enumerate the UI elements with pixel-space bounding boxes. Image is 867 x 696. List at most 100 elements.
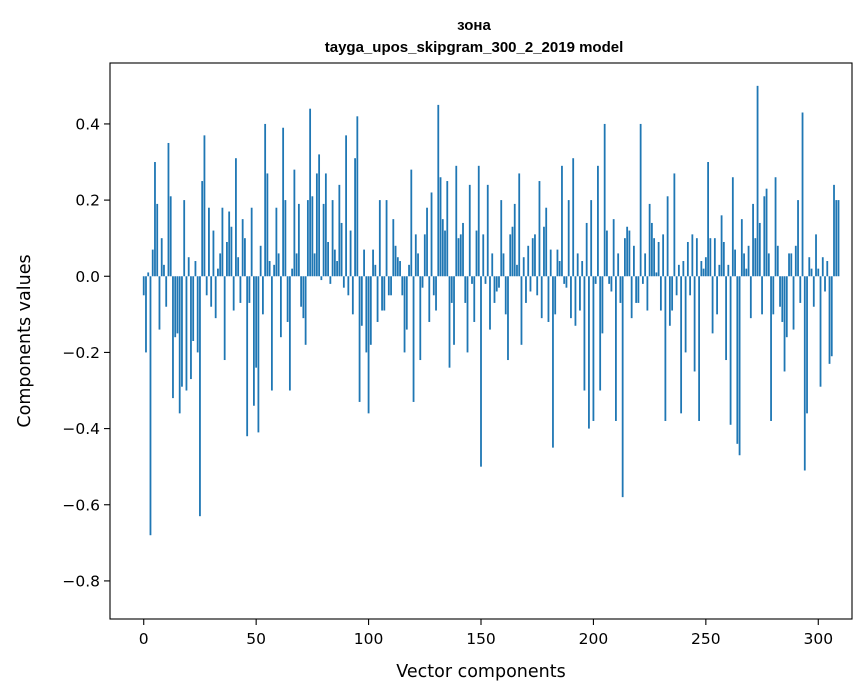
bar (493, 276, 496, 303)
chart-title: зона (457, 17, 491, 34)
bar (680, 276, 683, 414)
bar (151, 249, 154, 277)
bar (145, 276, 147, 353)
bar (624, 238, 626, 277)
bar (691, 234, 694, 277)
bar (235, 158, 237, 277)
bar (633, 245, 635, 277)
bar (167, 142, 170, 277)
bar (396, 257, 399, 277)
bar (529, 276, 532, 292)
bar (313, 253, 316, 277)
bar (156, 203, 159, 277)
bar (199, 276, 201, 517)
y-tick-label: −0.6 (62, 496, 100, 514)
bar (208, 207, 210, 277)
bar (300, 276, 303, 307)
bar (282, 127, 285, 277)
bar (761, 276, 763, 315)
x-tick-label: 0 (139, 630, 149, 648)
bar (729, 276, 732, 425)
bar (534, 234, 536, 277)
bar (421, 276, 424, 288)
bar (491, 253, 494, 277)
bar (693, 276, 696, 372)
bar (329, 276, 332, 284)
x-tick-label: 250 (691, 630, 721, 648)
bar (322, 203, 325, 277)
bar (473, 276, 476, 322)
bar (837, 200, 840, 277)
bar (455, 165, 458, 277)
bar (758, 222, 761, 277)
y-tick-label: 0.2 (75, 192, 100, 210)
bar (302, 276, 305, 319)
bar (311, 196, 314, 277)
bar (558, 261, 561, 277)
bar (824, 276, 826, 292)
bar (561, 165, 563, 277)
bar (363, 249, 365, 277)
bar (212, 230, 215, 277)
bar (588, 276, 590, 429)
y-tick-label: 0.4 (75, 115, 100, 133)
bar (576, 253, 579, 277)
bar (477, 165, 480, 277)
bar (682, 261, 685, 277)
bar (740, 219, 743, 277)
bar (439, 177, 442, 277)
bar (608, 276, 611, 284)
bar (412, 276, 415, 402)
bar (203, 135, 206, 277)
bar (378, 200, 381, 277)
bar (340, 222, 343, 277)
bar (239, 276, 242, 303)
bar (342, 276, 345, 288)
bar (500, 200, 503, 277)
bar (581, 261, 584, 277)
bar (275, 207, 278, 277)
x-axis: 0 50 100 150 200 250 300 (139, 619, 833, 648)
bar (419, 276, 422, 361)
bar (372, 249, 374, 277)
bar (509, 234, 512, 277)
bar (324, 173, 327, 277)
bar (531, 238, 534, 277)
bar (727, 264, 730, 277)
bar (711, 276, 714, 334)
bar (385, 200, 388, 277)
bar (277, 253, 280, 277)
bar (583, 276, 586, 391)
bar (286, 276, 289, 322)
bar (223, 276, 226, 361)
bar (718, 264, 721, 277)
bar (745, 268, 748, 277)
bar (464, 276, 467, 303)
bar (266, 173, 269, 277)
bar (320, 276, 323, 281)
bar (812, 276, 815, 307)
bar (747, 245, 750, 277)
bar (585, 222, 588, 277)
bar (444, 230, 446, 277)
bar (525, 276, 527, 303)
bar (185, 276, 188, 391)
bar (369, 276, 372, 345)
bar (538, 181, 541, 277)
bar (163, 264, 165, 277)
bar (315, 173, 318, 277)
bar (552, 276, 554, 448)
bar (644, 253, 647, 277)
bar (270, 276, 273, 391)
bar (381, 276, 383, 311)
y-axis-label: Components values (15, 254, 35, 427)
bar (698, 276, 700, 421)
bar (390, 276, 392, 296)
bar (486, 184, 489, 277)
bar (756, 85, 759, 277)
bar (684, 276, 687, 353)
bar (734, 249, 736, 277)
bar (230, 226, 233, 277)
bar (154, 162, 156, 277)
bar (349, 230, 352, 277)
